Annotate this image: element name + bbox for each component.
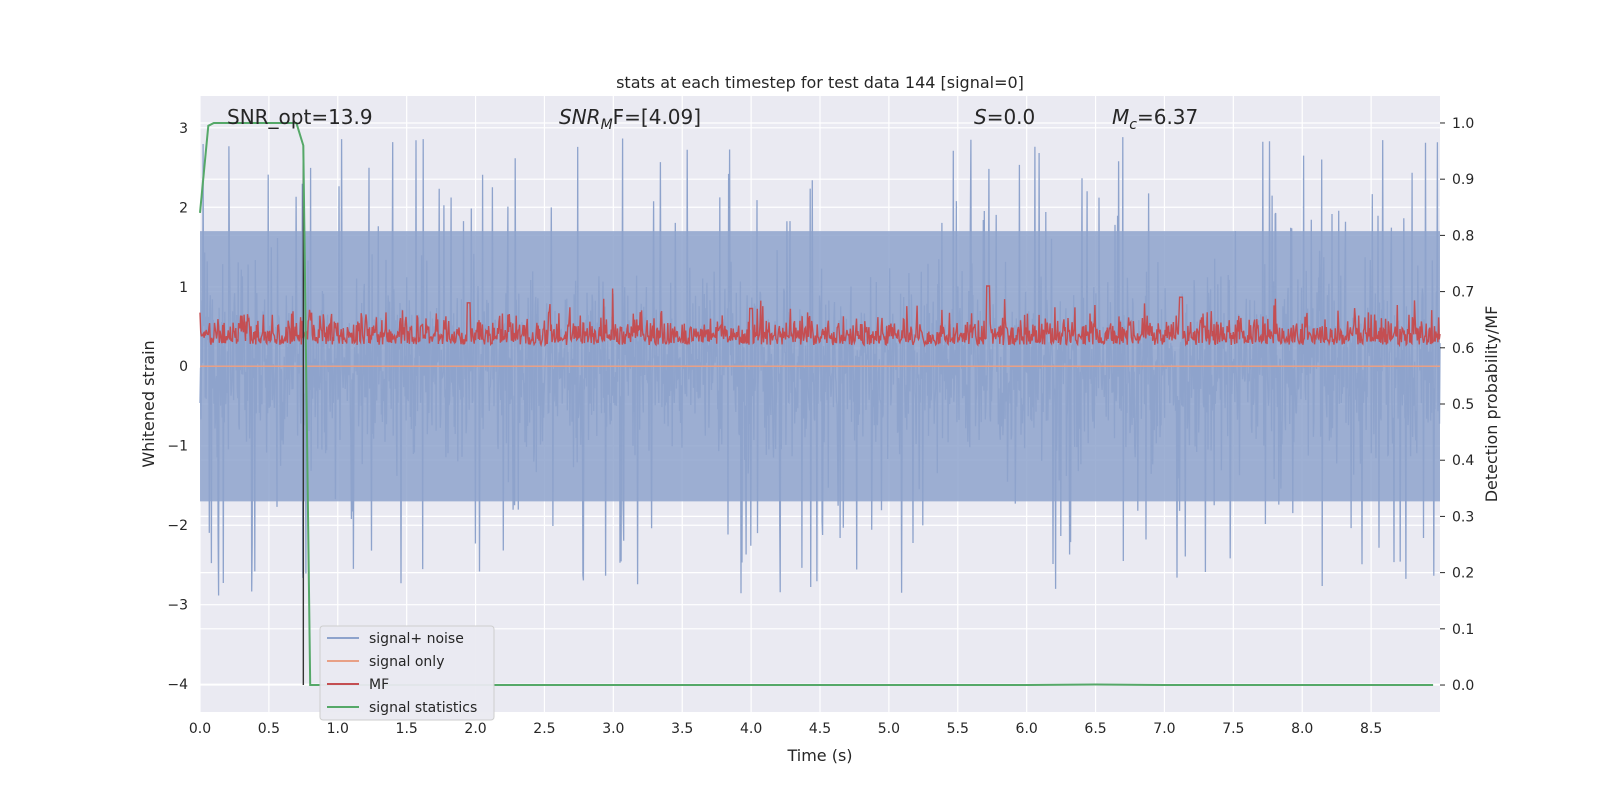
x-tick-label: 7.5 <box>1222 721 1244 737</box>
x-tick-label: 1.0 <box>327 721 349 737</box>
y2-tick-label: 0.0 <box>1452 678 1474 694</box>
x-tick-label: 5.5 <box>947 721 969 737</box>
x-tick-label: 3.0 <box>602 721 624 737</box>
y2-tick-label: 0.9 <box>1452 172 1474 188</box>
x-tick-label: 0.5 <box>258 721 280 737</box>
y2-tick-label: 0.8 <box>1452 228 1474 244</box>
y-tick-label: −1 <box>167 439 188 455</box>
series-signal-statistics-line <box>199 122 1434 686</box>
y2-tick-label: 1.0 <box>1452 116 1474 132</box>
y2-tick-label: 0.3 <box>1452 509 1474 525</box>
x-tick-label: 8.5 <box>1360 721 1382 737</box>
x-tick-label: 6.0 <box>1016 721 1038 737</box>
series-mf-line <box>199 285 1441 348</box>
annotation-snr-opt: SNR_opt=13.9 <box>227 105 373 129</box>
series-mf <box>199 285 1441 348</box>
x-tick-label: 4.5 <box>809 721 831 737</box>
legend-label-signal-statistics: signal statistics <box>369 700 477 716</box>
y-tick-label: −3 <box>167 598 188 614</box>
y-axis-label: Whitened strain <box>139 340 158 467</box>
y-tick-label: 0 <box>179 359 188 375</box>
y2-tick-label: 0.2 <box>1452 566 1474 582</box>
x-tick-label: 2.5 <box>533 721 555 737</box>
y-tick-label: −2 <box>167 518 188 534</box>
x-tick-label: 5.0 <box>878 721 900 737</box>
legend-box <box>319 625 495 721</box>
legend-label-mf: MF <box>369 677 389 693</box>
y2-tick-label: 0.4 <box>1452 453 1474 469</box>
x-tick-label: 1.5 <box>396 721 418 737</box>
series-signal-statistics <box>199 122 1434 686</box>
x-tick-label: 2.0 <box>464 721 486 737</box>
x-axis-label: Time (s) <box>786 746 852 765</box>
annotation-snr-mf: SNRMF=[4.09] <box>559 105 701 133</box>
y-tick-label: 3 <box>179 121 188 137</box>
x-tick-label: 8.0 <box>1291 721 1313 737</box>
ticks: 0.0 0.5 1.0 1.5 2.0 2.5 3.0 3.5 4.0 4.5 5.0 5.5 6.0 6… <box>167 116 1474 737</box>
series-signal-noise-line <box>199 137 1441 596</box>
annotation-s: S=0.0 <box>974 105 1035 129</box>
x-tick-label: 3.5 <box>671 721 693 737</box>
x-tick-label: 4.0 <box>740 721 762 737</box>
annotation-mc: Mc=6.37 <box>1112 105 1198 133</box>
legend-label-signal-noise: signal+ noise <box>369 631 464 647</box>
y2-tick-label: 0.5 <box>1452 397 1474 413</box>
y2-tick-label: 0.7 <box>1452 285 1474 301</box>
x-tick-label: 0.0 <box>189 721 211 737</box>
y2-axis-label: Detection probability/MF <box>1482 306 1501 503</box>
y-tick-label: −4 <box>167 677 188 693</box>
legend-label-signal-only: signal only <box>369 654 444 670</box>
legend: signal+ noise signal only MF signal stat… <box>319 625 495 721</box>
x-tick-label: 7.0 <box>1153 721 1175 737</box>
y2-tick-label: 0.6 <box>1452 341 1474 357</box>
y-tick-label: 2 <box>179 200 188 216</box>
y-tick-label: 1 <box>179 280 188 296</box>
x-tick-label: 6.5 <box>1084 721 1106 737</box>
chart-title: stats at each timestep for test data 144… <box>616 73 1024 92</box>
y2-tick-label: 0.1 <box>1452 622 1474 638</box>
